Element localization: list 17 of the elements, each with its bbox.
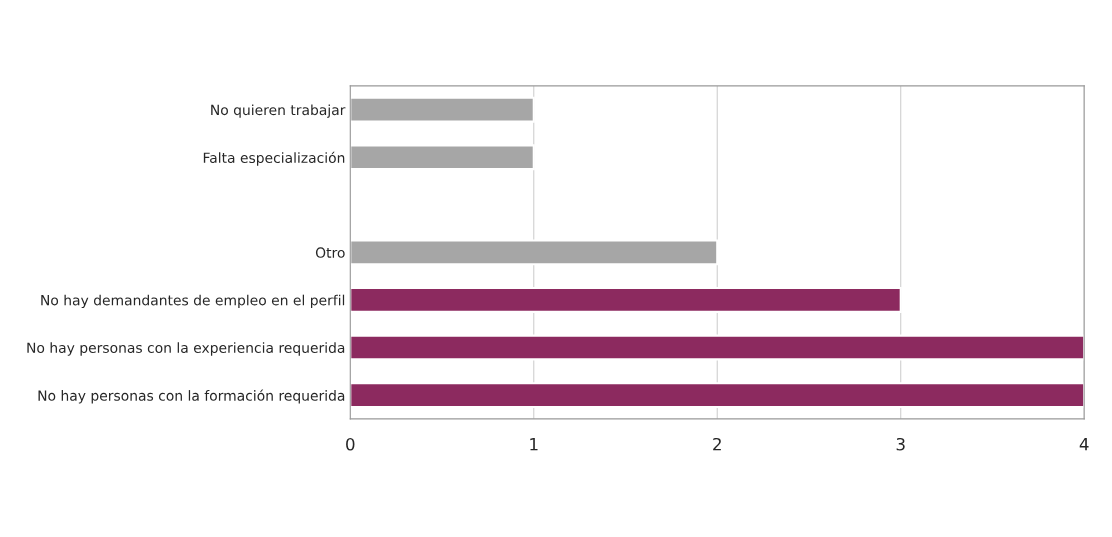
y-tick-label: No hay personas con la experiencia requerida	[27, 342, 345, 356]
x-tick-label: 4	[1079, 438, 1089, 451]
bar	[350, 144, 535, 171]
bar	[350, 382, 1085, 409]
x-tick-label: 2	[713, 437, 721, 451]
y-tick-label: Falta especialización	[203, 151, 345, 166]
bar	[350, 96, 535, 123]
y-tick-label: No hay demandantes de empleo en el perfil	[41, 294, 345, 309]
x-tick-label: 0	[346, 437, 355, 451]
y-tick-label: Otro	[315, 247, 345, 258]
y-tick-label: No quieren trabajar	[211, 104, 346, 118]
bar	[350, 334, 1085, 361]
x-tick-label: 1	[530, 438, 538, 451]
x-tick-label: 3	[896, 437, 905, 451]
y-tick-label: No hay personas con la formación requerida	[38, 389, 345, 404]
bar	[350, 287, 902, 313]
bar	[350, 239, 719, 266]
